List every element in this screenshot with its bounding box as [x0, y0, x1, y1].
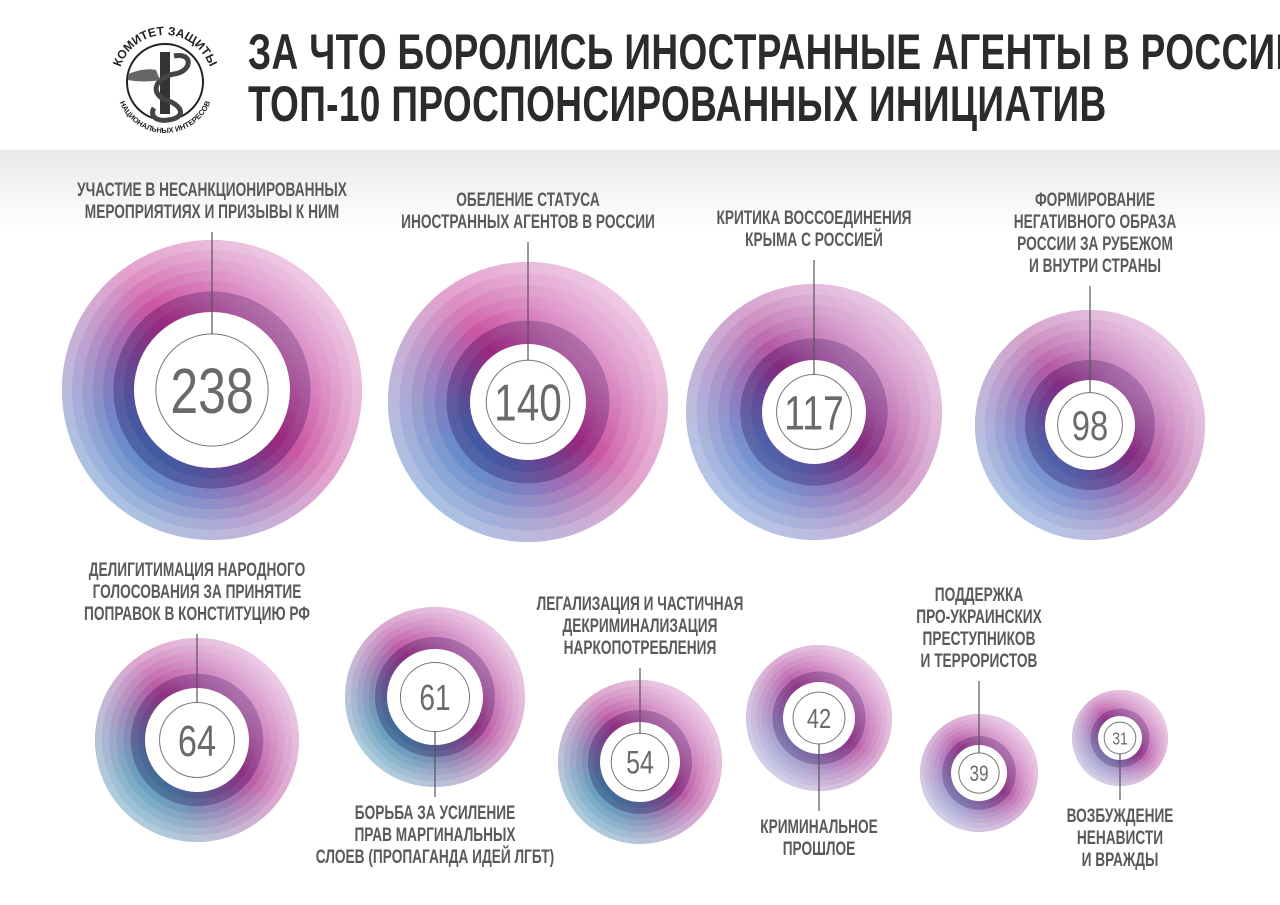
bubble-center	[145, 688, 249, 792]
bubble-value: 42	[807, 704, 831, 735]
bubble-value: 98	[1072, 402, 1108, 449]
bubble-center	[1045, 380, 1135, 470]
bubble-label-line: КРЫМА С РОССИЕЙ	[745, 230, 883, 251]
bubble-label: ПОДДЕРЖКА ПРО-УКРАИНСКИХ ПРЕСТУПНИКОВ И ТЕР…	[916, 585, 1042, 673]
bubble-label-line: СЛОЕВ (ПРОПАГАНДА ИДЕЙ ЛГБТ)	[315, 847, 555, 868]
bubble-label: ФОРМИРОВАНИЕ НЕГАТИВНОГО ОБРАЗА РОССИИ ЗА …	[1014, 190, 1176, 278]
bubble-center	[762, 360, 866, 464]
bubble-label-line: НАРКОПОТРЕБЛЕНИЯ	[563, 638, 717, 659]
bubble-value: 140	[494, 374, 562, 432]
bubble-value: 31	[1112, 729, 1128, 749]
bubble-label-line: КРИМИНАЛЬНОЕ	[760, 817, 878, 838]
bubble-label-line: ФОРМИРОВАНИЕ	[1035, 190, 1155, 211]
bubble-label: БОРЬБА ЗА УСИЛЕНИЕ ПРАВ МАРГИНАЛЬНЫХ СЛОЕВ…	[316, 803, 554, 869]
bubble-label-line: ПРО-УКРАИНСКИХ	[916, 607, 1042, 628]
bubble-label-line: МЕРОПРИЯТИЯХ И ПРИЗЫВЫ К НИМ	[84, 202, 340, 223]
bubble-label: ДЕЛИГИТИМАЦИЯ НАРОДНОГО ГОЛОСОВАНИЯ ЗА ПР…	[84, 560, 310, 626]
bubble-label: ВОЗБУЖДЕНИЕ НЕНАВИСТИ И ВРАЖДЫ	[1067, 806, 1174, 872]
bubble-label-line: И ВНУТРИ СТРАНЫ	[1029, 256, 1161, 277]
bubble-label-line: ЛЕГАЛИЗАЦИЯ И ЧАСТИЧНАЯ	[536, 594, 744, 615]
bubble-value: 64	[178, 717, 216, 766]
bubble-value: 39	[969, 762, 988, 787]
bubble-center	[600, 722, 680, 802]
bubble-center	[387, 649, 483, 745]
bubble-label: КРИТИКА ВОССОЕДИНЕНИЯ КРЫМА С РОССИЕЙ	[716, 208, 911, 252]
bubble-label-line: ИНОСТРАННЫХ АГЕНТОВ В РОССИИ	[401, 212, 655, 233]
bubble-label-line: ДЕЛИГИТИМАЦИЯ НАРОДНОГО	[88, 560, 306, 581]
bubble-label-line: ПРОШЛОЕ	[782, 839, 856, 860]
bubble-label-line: НЕГАТИВНОГО ОБРАЗА	[1013, 212, 1177, 233]
bubble-label-line: ПОДДЕРЖКА	[934, 585, 1024, 606]
title-line-2: ТОП-10 ПРОСПОНСИРОВАННЫХ ИНИЦИАТИВ	[248, 76, 1107, 132]
bubble-label: УЧАСТИЕ В НЕСАНКЦИОНИРОВАННЫХ МЕРОПРИЯТИЯ…	[77, 180, 347, 224]
bubble-label-line: БОРЬБА ЗА УСИЛЕНИЕ	[354, 803, 516, 824]
bubble-label-line: ПОПРАВОК В КОНСТИТУЦИЮ РФ	[84, 604, 310, 625]
bubble-label-line: УЧАСТИЕ В НЕСАНКЦИОНИРОВАННЫХ	[77, 180, 347, 201]
bubble-label: ОБЕЛЕНИЕ СТАТУСА ИНОСТРАННЫХ АГЕНТОВ В РО…	[401, 190, 655, 234]
logo: КОМИТЕТ ЗАЩИТЫ НАЦИОНАЛЬНЫХ ИНТЕРЕСОВ	[110, 24, 220, 135]
bubble-label-line: КРИТИКА ВОССОЕДИНЕНИЯ	[716, 208, 912, 229]
bubble-value: 117	[784, 387, 844, 441]
bubble-label-line: ДЕКРИМИНАЛИЗАЦИЯ	[562, 616, 718, 637]
bubble-center	[134, 312, 290, 468]
bubble-label: ЛЕГАЛИЗАЦИЯ И ЧАСТИЧНАЯ ДЕКРИМИНАЛИЗАЦИЯ Н…	[537, 594, 744, 660]
bubble-label-line: ГОЛОСОВАНИЯ ЗА ПРИНЯТИЕ	[92, 582, 302, 603]
bubble-value: 61	[419, 678, 450, 718]
bubble-label-line: ПРАВ МАРГИНАЛЬНЫХ	[354, 825, 516, 846]
bubble-label-line: РОССИИ ЗА РУБЕЖОМ	[1017, 234, 1173, 255]
header-band	[0, 150, 1280, 230]
bubble-label-line: И ВРАЖДЫ	[1081, 850, 1159, 871]
bubble-inner-ring	[1103, 721, 1137, 755]
bubble-label: КРИМИНАЛЬНОЕ ПРОШЛОЕ	[760, 817, 878, 861]
bubble-label-line: ПРЕСТУПНИКОВ	[922, 629, 1036, 650]
bubble-label-line: ВОЗБУЖДЕНИЕ	[1066, 806, 1174, 827]
bubble-label-line: НЕНАВИСТИ	[1076, 828, 1164, 849]
bubble-label-line: И ТЕРРОРИСТОВ	[920, 651, 1038, 672]
bubble-label-line: ОБЕЛЕНИЕ СТАТУСА	[456, 190, 600, 211]
bubble-center	[470, 344, 586, 460]
bubble-value: 54	[626, 746, 654, 782]
bubble-value: 238	[170, 356, 253, 427]
